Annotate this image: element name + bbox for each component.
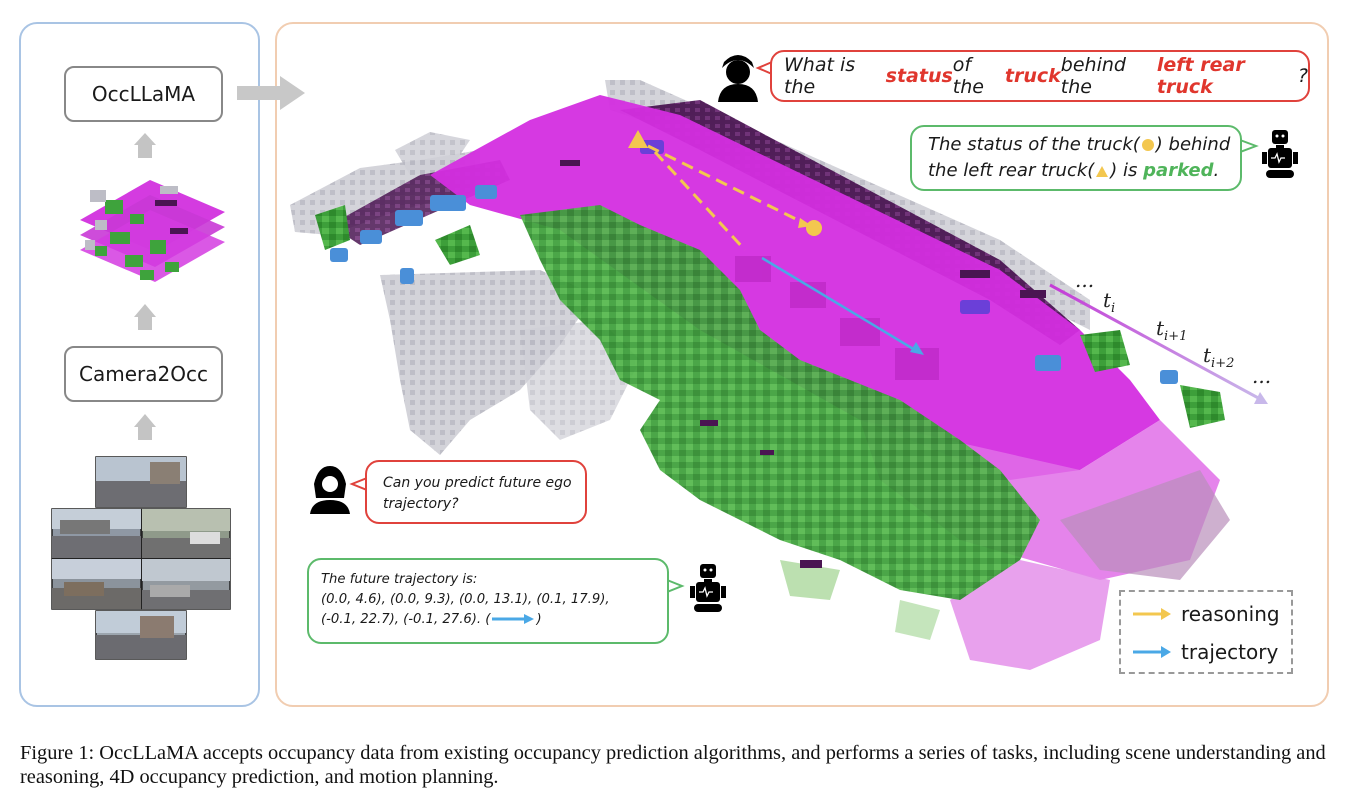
answer-bubble-trajectory: The future trajectory is: (0.0, 4.6), (0… bbox=[307, 558, 669, 644]
trajectory-legend-arrow-icon bbox=[1133, 646, 1171, 658]
target-truck-marker bbox=[806, 220, 822, 236]
time-axis bbox=[1049, 283, 1268, 404]
pipeline-panel bbox=[19, 22, 260, 707]
camera-back-right bbox=[141, 558, 231, 610]
time-label-ti: ti bbox=[1103, 288, 1116, 316]
answer-bubble-status: The status of the truck() behind the lef… bbox=[910, 125, 1242, 191]
camera2occ-module-box: Camera2Occ bbox=[64, 346, 223, 402]
robot-icon-2 bbox=[690, 564, 726, 612]
time-ellipsis-end: ... bbox=[1252, 364, 1272, 388]
legend-reasoning: reasoning bbox=[1131, 602, 1280, 626]
scene-panel bbox=[275, 22, 1329, 707]
trajectory-arrow-icon bbox=[492, 614, 535, 624]
camera-front-left bbox=[51, 508, 142, 559]
time-label-ti2: ti+2 bbox=[1203, 343, 1235, 371]
occupancy-scene bbox=[290, 80, 1230, 670]
camera-back-left bbox=[51, 558, 142, 610]
time-label-ti1: ti+1 bbox=[1156, 316, 1188, 344]
figure-caption: Figure 1: OccLLaMA accepts occupancy dat… bbox=[20, 742, 1326, 788]
camera-back bbox=[95, 610, 187, 660]
occupancy-stack-thumbnail bbox=[80, 180, 225, 282]
camera-views bbox=[51, 456, 231, 660]
yellow-dot-icon bbox=[1141, 139, 1154, 151]
pipeline-to-scene-arrow bbox=[237, 76, 305, 110]
question-bubble-trajectory: Can you predict future ego trajectory? bbox=[365, 460, 587, 524]
up-arrows bbox=[134, 133, 156, 440]
woman-icon bbox=[310, 466, 350, 514]
figure-graphics bbox=[51, 55, 1298, 670]
camera-front-right bbox=[141, 508, 231, 559]
legend: reasoning trajectory bbox=[1119, 590, 1293, 674]
reasoning-arrow-icon bbox=[1133, 608, 1171, 620]
trajectory-path bbox=[761, 256, 924, 355]
question-bubble-status: What is the status of the truck behind t… bbox=[770, 50, 1310, 102]
yellow-triangle-icon bbox=[1096, 165, 1109, 177]
camera-front bbox=[95, 456, 187, 508]
time-ellipsis-start: ... bbox=[1075, 268, 1095, 292]
left-rear-truck-marker bbox=[628, 130, 648, 148]
occllama-module-box: OccLLaMA bbox=[64, 66, 223, 122]
person-icon bbox=[718, 55, 758, 102]
reasoning-path bbox=[628, 130, 822, 252]
legend-trajectory: trajectory bbox=[1131, 640, 1278, 664]
robot-icon bbox=[1262, 130, 1298, 178]
